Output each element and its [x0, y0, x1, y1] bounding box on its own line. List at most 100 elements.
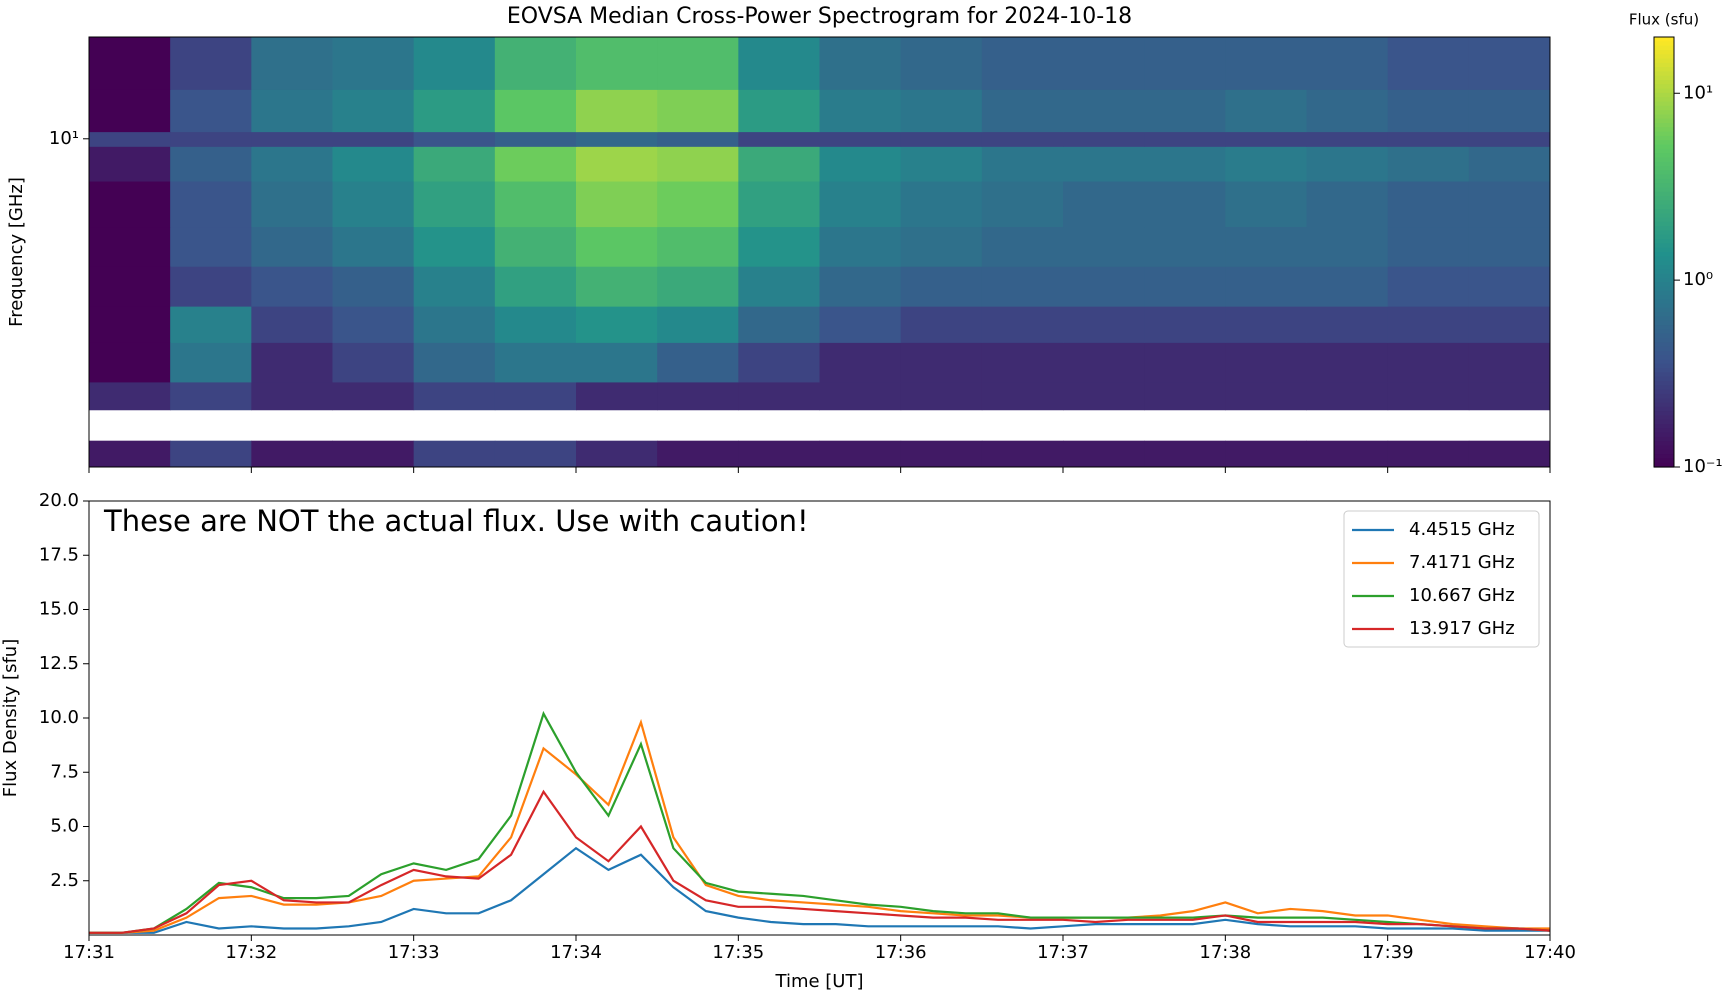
- colorbar-gradient: [1654, 127, 1674, 133]
- heatmap-cell: [89, 266, 171, 307]
- heatmap-cell: [900, 342, 983, 383]
- heatmap-cell: [900, 306, 983, 343]
- x-tick-label: 17:33: [388, 942, 440, 963]
- heatmap-cell: [1468, 266, 1551, 307]
- heatmap-cell: [657, 181, 739, 228]
- heatmap-cell: [413, 440, 496, 468]
- colorbar-gradient: [1654, 385, 1674, 391]
- colorbar-gradient: [1654, 196, 1674, 201]
- heatmap-cell: [738, 89, 820, 133]
- heatmap-cell: [1225, 266, 1307, 307]
- heatmap-cell: [1387, 146, 1470, 182]
- colorbar-gradient: [1654, 135, 1674, 141]
- heatmap-cell: [251, 381, 333, 411]
- colorbar-gradient: [1654, 140, 1674, 146]
- x-tick-label: 17:35: [712, 942, 764, 963]
- x-tick-label: 17:34: [550, 942, 602, 963]
- colorbar-gradient: [1654, 264, 1674, 270]
- heatmap-cell: [738, 146, 820, 182]
- colorbar-gradient: [1654, 187, 1674, 193]
- heatmap-cell: [819, 131, 902, 147]
- heatmap-cell: [981, 266, 1064, 307]
- colorbar-gradient: [1654, 239, 1674, 244]
- heatmap-cell: [413, 342, 496, 383]
- y-tick-label: 10¹: [49, 128, 79, 149]
- heatmap-cell: [981, 89, 1064, 133]
- colorbar-gradient: [1654, 359, 1674, 365]
- colorbar-gradient: [1654, 84, 1674, 90]
- heatmap-cell: [89, 146, 171, 182]
- heatmap-cell: [1306, 266, 1389, 307]
- heatmap-cell: [170, 266, 252, 307]
- colorbar-gradient: [1654, 449, 1674, 455]
- colorbar-gradient: [1654, 118, 1674, 124]
- legend-box: [1343, 510, 1540, 648]
- colorbar-gradient: [1654, 213, 1674, 219]
- colorbar-gradient: [1654, 105, 1674, 111]
- legend-label: 7.4171 GHz: [1409, 552, 1515, 573]
- colorbar-gradient: [1654, 148, 1674, 154]
- colorbar-gradient: [1654, 363, 1674, 369]
- x-tick-label: 17:32: [225, 942, 277, 963]
- heatmap-cell: [1144, 381, 1226, 411]
- colorbar-gradient: [1654, 346, 1674, 352]
- heatmap-cell: [657, 440, 739, 468]
- heatmap-cell: [1306, 440, 1389, 468]
- colorbar-gradient: [1654, 406, 1674, 412]
- heatmap-cell: [494, 146, 577, 182]
- heatmap-cell: [1387, 37, 1470, 90]
- colorbar-gradient: [1654, 393, 1674, 399]
- heatmap-cell: [251, 146, 333, 182]
- colorbar-gradient: [1654, 325, 1674, 330]
- colorbar-gradient: [1654, 110, 1674, 115]
- heatmap-cell: [738, 440, 820, 468]
- heatmap-cell: [1063, 381, 1145, 411]
- heatmap-cell: [170, 146, 252, 182]
- colorbar-gradient: [1654, 153, 1674, 158]
- heatmap-cell: [738, 37, 820, 90]
- heatmap-cell: [1306, 181, 1389, 228]
- colorbar-gradient: [1654, 299, 1674, 305]
- heatmap-cell: [1063, 306, 1145, 343]
- colorbar-gradient: [1654, 372, 1674, 378]
- y-axis-label: Flux Density [sfu]: [0, 639, 21, 797]
- heatmap-cell: [170, 440, 252, 468]
- heatmap-cell: [89, 381, 171, 411]
- heatmap-cell: [1387, 306, 1470, 343]
- heatmap-cell: [576, 131, 658, 147]
- heatmap-cell: [1387, 89, 1470, 133]
- heatmap-cell: [89, 226, 171, 267]
- colorbar-gradient: [1654, 49, 1674, 55]
- colorbar-gradient: [1654, 424, 1674, 429]
- heatmap-cell: [332, 37, 415, 90]
- y-tick-label: 17.5: [39, 544, 79, 565]
- colorbar-gradient: [1654, 316, 1674, 322]
- x-tick-label: 17:40: [1524, 942, 1576, 963]
- heatmap-cell: [900, 266, 983, 307]
- colorbar-gradient: [1654, 269, 1674, 275]
- heatmap-cell: [1063, 146, 1145, 182]
- colorbar-gradient: [1654, 226, 1674, 232]
- colorbar-gradient: [1654, 282, 1674, 287]
- colorbar-gradient: [1654, 277, 1674, 283]
- heatmap-cell: [819, 266, 902, 307]
- heatmap-cell: [1306, 146, 1389, 182]
- y-axis-label: Frequency [GHz]: [6, 177, 27, 327]
- heatmap-cell: [332, 89, 415, 133]
- colorbar-gradient: [1654, 75, 1674, 81]
- colorbar-gradient: [1654, 144, 1674, 150]
- colorbar-gradient: [1654, 307, 1674, 313]
- heatmap-cell: [576, 89, 658, 133]
- colorbar-gradient: [1654, 161, 1674, 167]
- heatmap-cell: [494, 381, 577, 411]
- x-tick-label: 17:31: [63, 942, 115, 963]
- heatmap-cell: [1225, 306, 1307, 343]
- colorbar-gradient: [1654, 204, 1674, 210]
- y-tick-label: 2.5: [50, 870, 79, 891]
- colorbar-gradient: [1654, 71, 1674, 77]
- heatmap-cell: [1468, 146, 1551, 182]
- colorbar-gradient: [1654, 381, 1674, 386]
- axes-frame: [88, 500, 1551, 936]
- colorbar-gradient: [1654, 355, 1674, 361]
- heatmap-cell: [1225, 146, 1307, 182]
